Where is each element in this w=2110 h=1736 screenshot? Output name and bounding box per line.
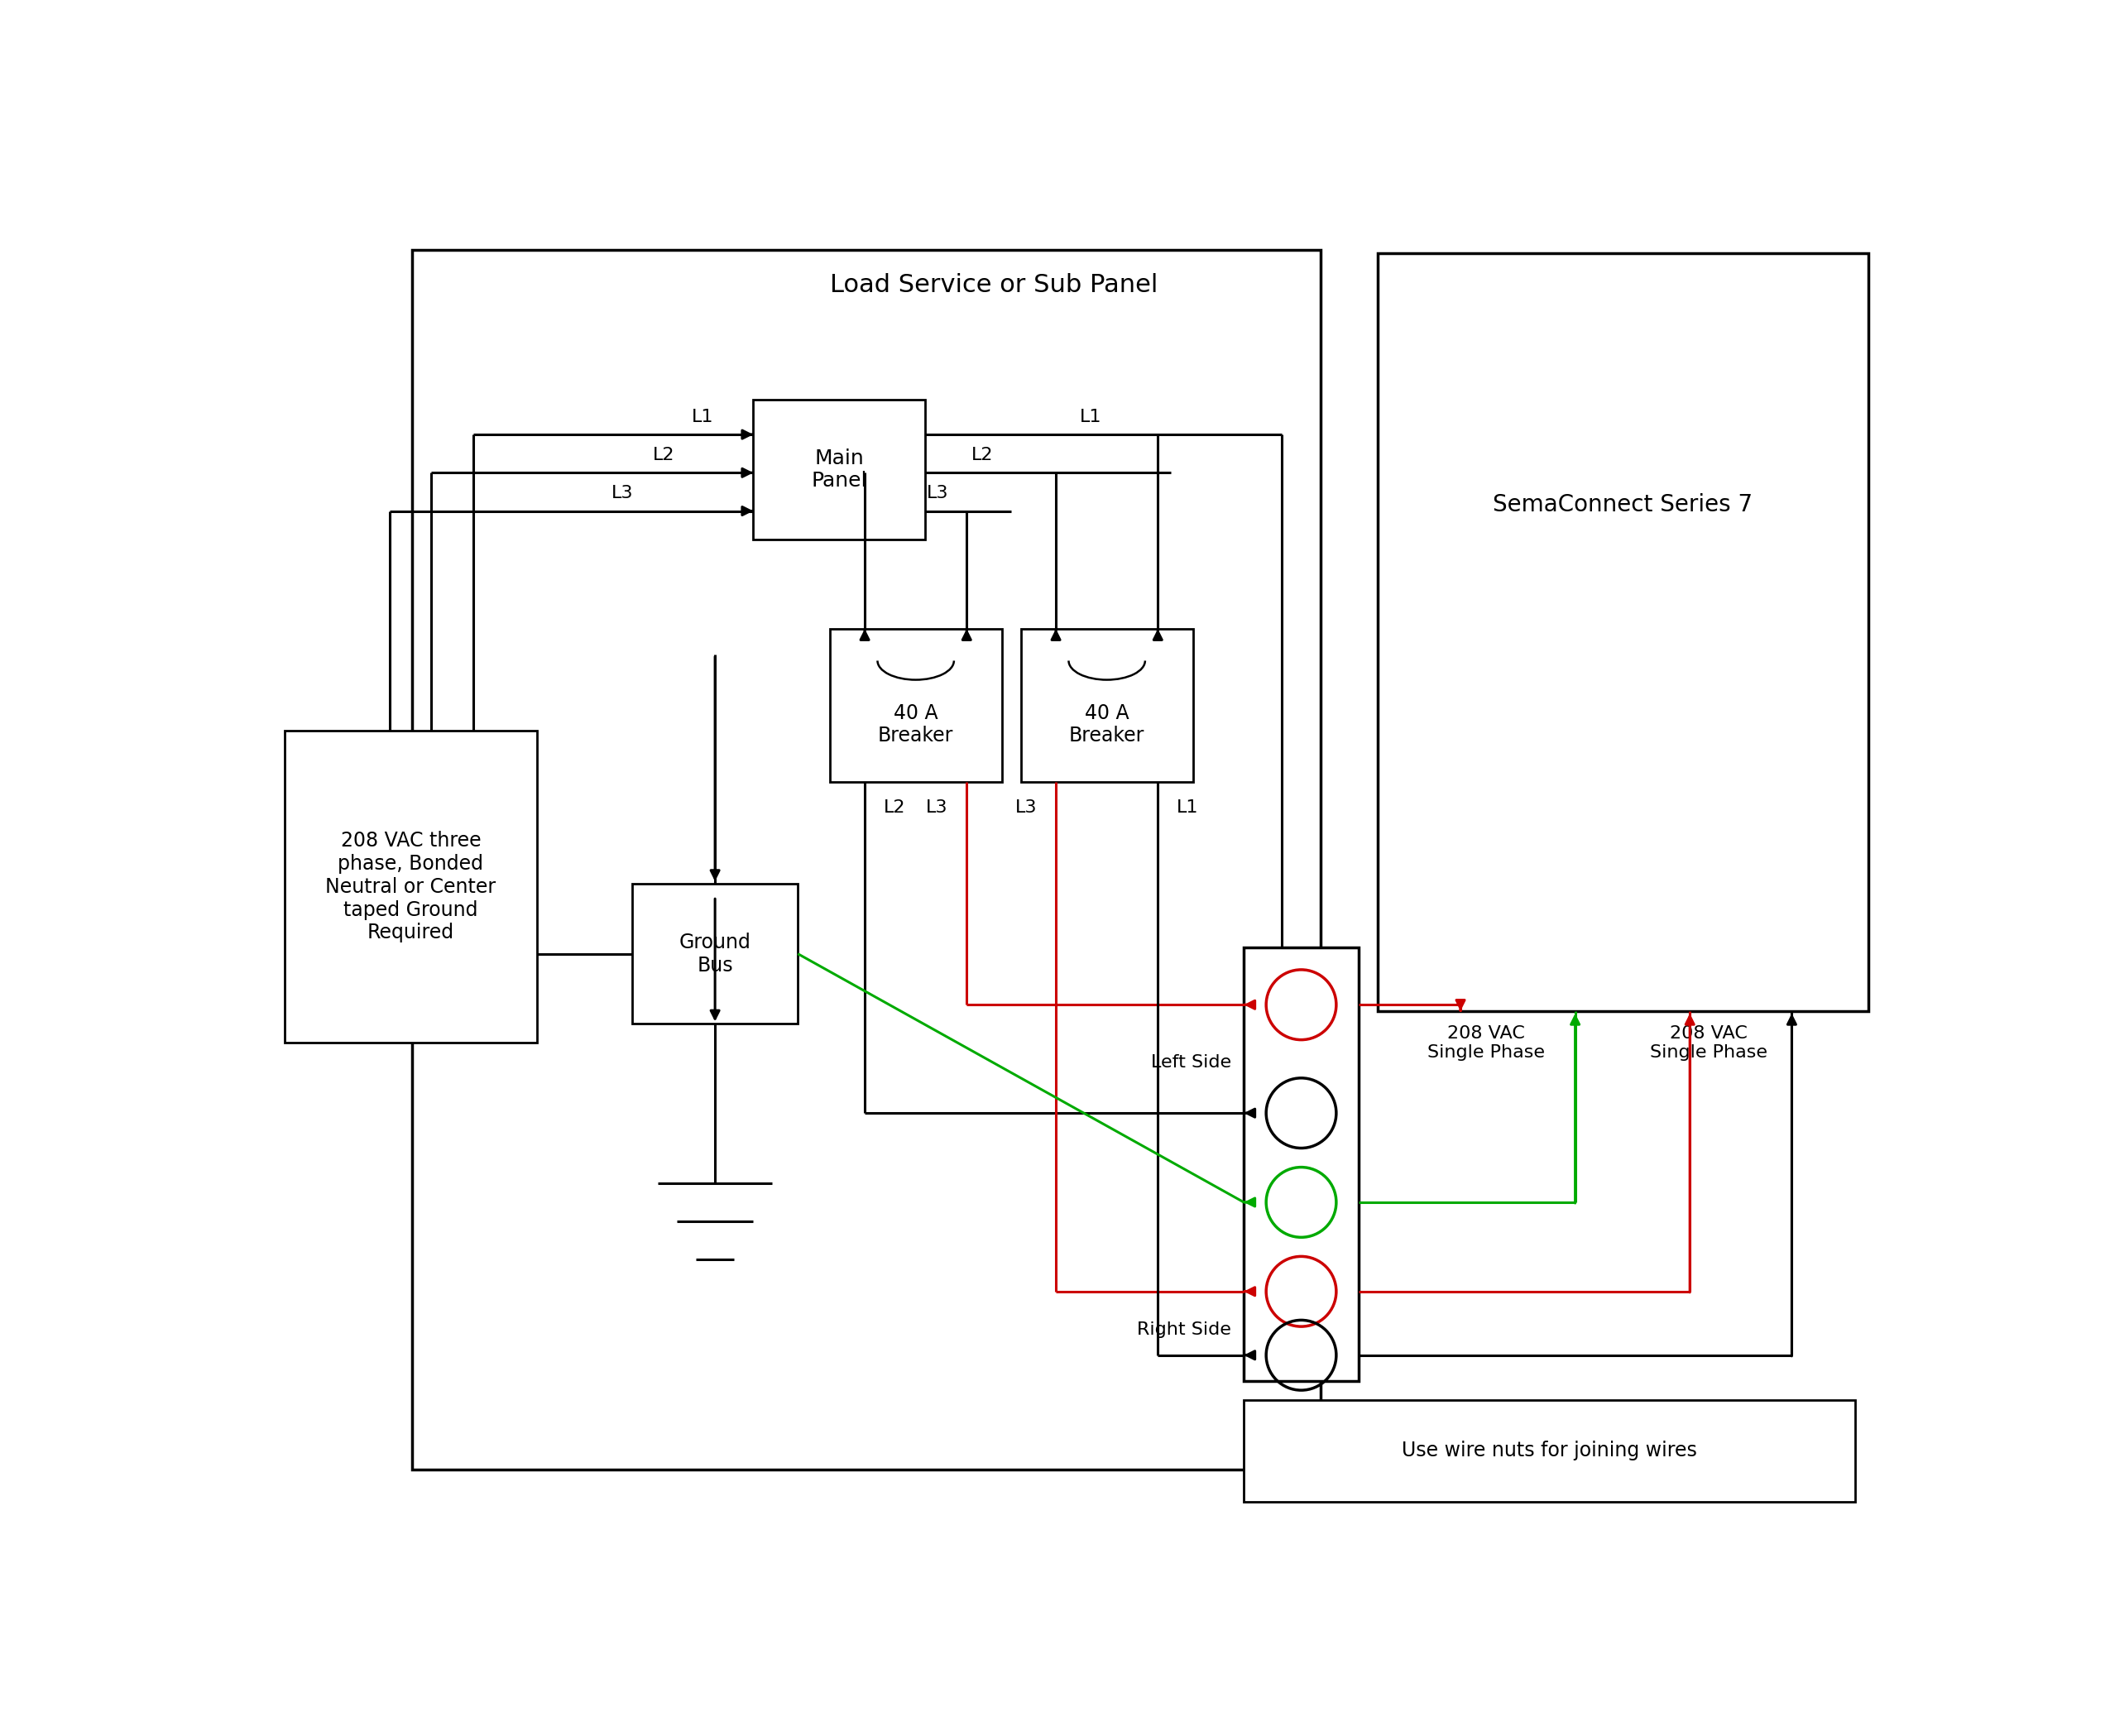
- Text: Use wire nuts for joining wires: Use wire nuts for joining wires: [1401, 1441, 1696, 1460]
- Text: L2: L2: [971, 446, 994, 464]
- Text: L2: L2: [654, 446, 675, 464]
- Text: 40 A
Breaker: 40 A Breaker: [1070, 703, 1144, 746]
- Text: SemaConnect Series 7: SemaConnect Series 7: [1494, 493, 1753, 517]
- Bar: [1378, 253, 1867, 1010]
- Text: 40 A
Breaker: 40 A Breaker: [878, 703, 954, 746]
- Bar: [1021, 628, 1192, 781]
- Text: Main
Panel: Main Panel: [812, 448, 867, 491]
- Text: 208 VAC
Single Phase: 208 VAC Single Phase: [1426, 1024, 1545, 1061]
- Text: L3: L3: [612, 484, 633, 502]
- Bar: [753, 399, 926, 540]
- Bar: [411, 250, 1321, 1470]
- Text: Load Service or Sub Panel: Load Service or Sub Panel: [829, 273, 1158, 297]
- Text: Ground
Bus: Ground Bus: [679, 932, 751, 976]
- Text: L3: L3: [1015, 799, 1036, 816]
- Bar: [1245, 948, 1359, 1380]
- Text: Left Side: Left Side: [1150, 1054, 1230, 1071]
- Text: L1: L1: [1080, 408, 1101, 425]
- Bar: [1245, 1399, 1855, 1502]
- Text: L3: L3: [926, 799, 947, 816]
- Text: L1: L1: [1177, 799, 1198, 816]
- Text: L2: L2: [884, 799, 905, 816]
- Text: 208 VAC three
phase, Bonded
Neutral or Center
taped Ground
Required: 208 VAC three phase, Bonded Neutral or C…: [325, 832, 496, 943]
- Text: L3: L3: [926, 484, 949, 502]
- Bar: [633, 884, 798, 1024]
- Bar: [829, 628, 1002, 781]
- Text: 208 VAC
Single Phase: 208 VAC Single Phase: [1650, 1024, 1768, 1061]
- Bar: [285, 731, 536, 1043]
- Text: L1: L1: [692, 408, 713, 425]
- Text: Right Side: Right Side: [1137, 1321, 1230, 1338]
